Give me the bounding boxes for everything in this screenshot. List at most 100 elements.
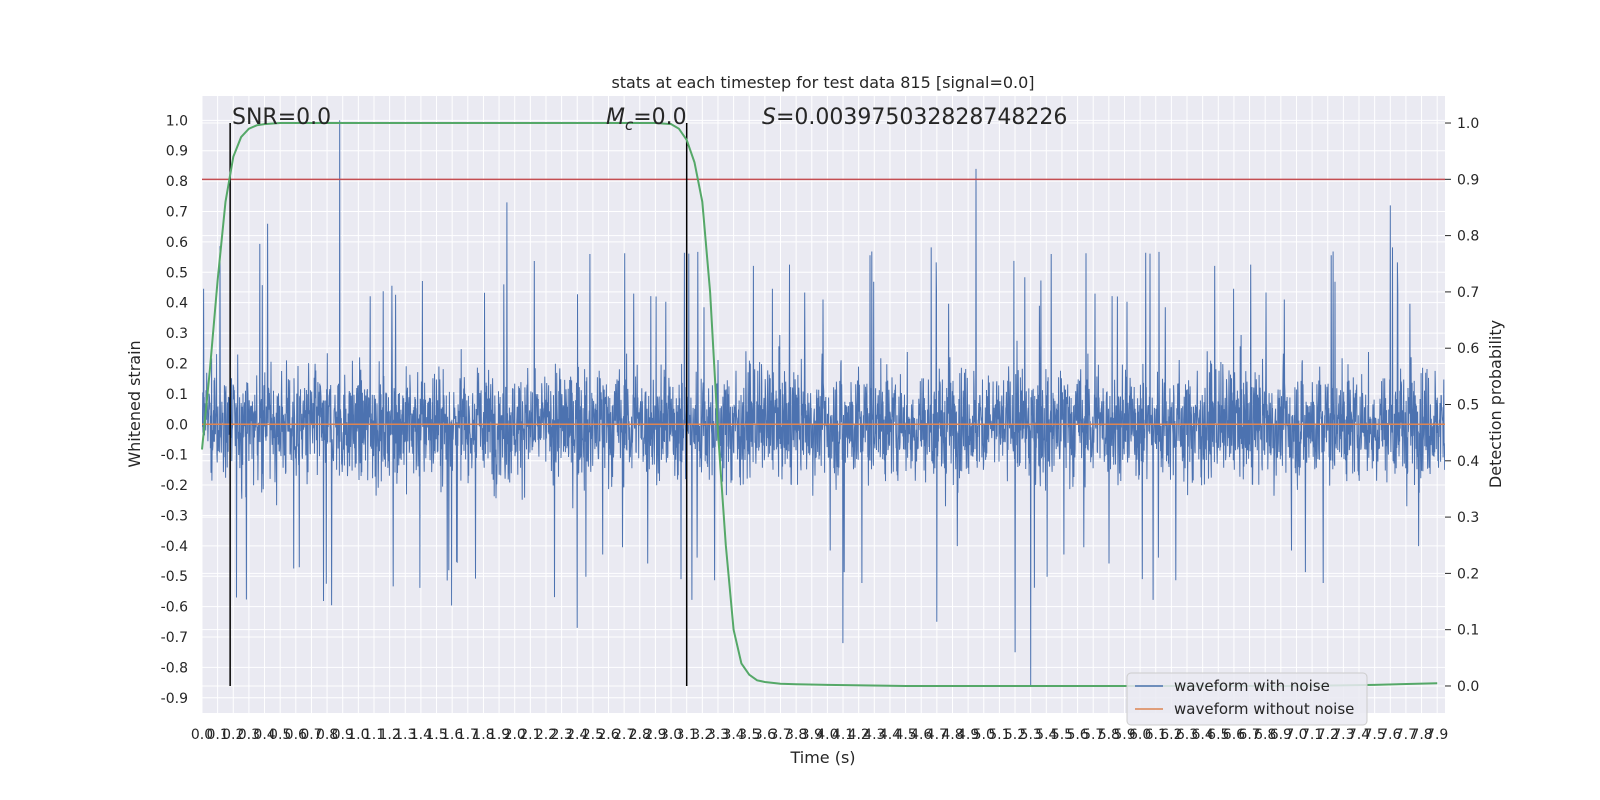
legend: waveform with noise waveform without noi… bbox=[1126, 672, 1368, 726]
y-tick-label: 0.4 bbox=[166, 296, 188, 312]
y2-tick-label: 0.0 bbox=[1457, 679, 1479, 695]
x-tick-label: 7.8 bbox=[1410, 727, 1432, 743]
x-tick-label: 4.4 bbox=[879, 727, 901, 743]
legend-label-noisy: waveform with noise bbox=[1174, 677, 1330, 695]
x-tick-label: 7.5 bbox=[1364, 727, 1386, 743]
x-tick-label: 3.4 bbox=[722, 727, 744, 743]
y-tick-label: -0.5 bbox=[161, 569, 188, 585]
snr-annotation: SNR=0.0 bbox=[232, 105, 331, 130]
y2-axis-ticks: 0.0 0.1 0.2 0.3 0.4 0.5 0.6 0.7 0.8 0.9 1.0 bbox=[1445, 116, 1479, 695]
x-tick-label: 5.2 bbox=[1004, 727, 1026, 743]
x-tick-label: 6.0 bbox=[1129, 727, 1151, 743]
y-tick-label: 0.3 bbox=[166, 326, 188, 342]
x-tick-label: 7.2 bbox=[1317, 727, 1339, 743]
chirp-mass-value: =0.0 bbox=[633, 105, 686, 130]
x-tick-label: 1.8 bbox=[472, 727, 494, 743]
y-tick-label: -0.2 bbox=[161, 478, 188, 494]
y-tick-label: 0.2 bbox=[166, 356, 188, 372]
x-tick-label: 0.9 bbox=[332, 727, 354, 743]
x-tick-label: 6.2 bbox=[1160, 727, 1182, 743]
x-tick-label: 5.6 bbox=[1066, 727, 1088, 743]
y-tick-label: -0.7 bbox=[161, 630, 188, 646]
chirp-mass-annotation: Mc=0.0 bbox=[606, 105, 687, 134]
x-tick-label: 6.9 bbox=[1270, 727, 1292, 743]
chirp-mass-symbol: M bbox=[606, 105, 625, 130]
y-tick-label: 0.9 bbox=[166, 144, 188, 160]
x-tick-label: 2.4 bbox=[566, 727, 588, 743]
x-tick-label: 6.1 bbox=[1145, 727, 1167, 743]
y-axis-ticks: -0.9 -0.8 -0.7 -0.6 -0.5 -0.4 -0.3 -0.2 -0.1 0.0 0… bbox=[161, 113, 188, 706]
y-tick-label: -0.3 bbox=[161, 508, 188, 524]
y2-axis-label: Detection probability bbox=[1486, 320, 1505, 488]
x-tick-label: 4.6 bbox=[910, 727, 932, 743]
x-tick-label: 4.9 bbox=[957, 727, 979, 743]
x-tick-label: 0.7 bbox=[300, 727, 322, 743]
x-tick-label: 2.1 bbox=[519, 727, 541, 743]
s-value: =0.003975032828748226 bbox=[776, 105, 1067, 130]
x-tick-label: 4.5 bbox=[894, 727, 916, 743]
detection-probability-series bbox=[201, 122, 1438, 687]
y2-tick-label: 0.9 bbox=[1457, 172, 1479, 188]
x-tick-label: 3.2 bbox=[691, 727, 713, 743]
s-annotation: S=0.003975032828748226 bbox=[762, 105, 1067, 130]
y-tick-label: 0.6 bbox=[166, 235, 188, 251]
y2-tick-label: 0.6 bbox=[1457, 341, 1479, 357]
x-tick-label: 2.6 bbox=[597, 727, 619, 743]
event-vertical-lines bbox=[229, 123, 688, 686]
x-tick-label: 6.3 bbox=[1176, 727, 1198, 743]
y-tick-label: -0.4 bbox=[161, 539, 188, 555]
x-tick-label: 5.4 bbox=[1035, 727, 1057, 743]
legend-box bbox=[1126, 672, 1368, 726]
x-tick-label: 1.0 bbox=[347, 727, 369, 743]
x-tick-label: 1.5 bbox=[425, 727, 447, 743]
x-tick-label: 7.4 bbox=[1348, 727, 1370, 743]
x-tick-label: 2.3 bbox=[550, 727, 572, 743]
x-tick-label: 0.0 bbox=[191, 727, 213, 743]
x-tick-label: 1.1 bbox=[363, 727, 385, 743]
x-tick-label: 5.9 bbox=[1113, 727, 1135, 743]
x-tick-label: 4.8 bbox=[941, 727, 963, 743]
x-tick-label: 6.7 bbox=[1238, 727, 1260, 743]
x-tick-label: 2.9 bbox=[644, 727, 666, 743]
x-tick-label: 1.3 bbox=[394, 727, 416, 743]
y2-tick-label: 1.0 bbox=[1457, 116, 1479, 132]
y2-tick-label: 0.8 bbox=[1457, 229, 1479, 245]
x-tick-label: 3.5 bbox=[738, 727, 760, 743]
x-tick-label: 5.7 bbox=[1082, 727, 1104, 743]
x-tick-label: 0.6 bbox=[285, 727, 307, 743]
x-tick-label: 7.7 bbox=[1395, 727, 1417, 743]
x-tick-label: 3.3 bbox=[707, 727, 729, 743]
x-tick-label: 3.0 bbox=[660, 727, 682, 743]
detection-probability-path bbox=[201, 122, 1438, 687]
x-tick-label: 2.0 bbox=[504, 727, 526, 743]
x-tick-label: 4.7 bbox=[926, 727, 948, 743]
x-tick-label: 3.7 bbox=[769, 727, 791, 743]
x-tick-label: 4.1 bbox=[832, 727, 854, 743]
chart-title: stats at each timestep for test data 815… bbox=[611, 73, 1034, 92]
x-tick-label: 5.5 bbox=[1051, 727, 1073, 743]
x-tick-label: 0.2 bbox=[222, 727, 244, 743]
x-tick-label: 6.4 bbox=[1192, 727, 1214, 743]
x-tick-label: 4.2 bbox=[848, 727, 870, 743]
x-tick-label: 1.4 bbox=[410, 727, 432, 743]
x-tick-label: 0.8 bbox=[316, 727, 338, 743]
x-tick-label: 4.0 bbox=[816, 727, 838, 743]
x-tick-label: 3.6 bbox=[754, 727, 776, 743]
y2-tick-label: 0.5 bbox=[1457, 398, 1479, 414]
x-axis-ticks: 0.00.10.20.30.40.50.60.70.80.91.01.11.21… bbox=[191, 727, 1448, 743]
y2-tick-label: 0.7 bbox=[1457, 285, 1479, 301]
x-tick-label: 0.4 bbox=[253, 727, 275, 743]
x-tick-label: 1.2 bbox=[378, 727, 400, 743]
x-tick-label: 7.6 bbox=[1379, 727, 1401, 743]
y-tick-label: -0.8 bbox=[161, 660, 188, 676]
x-tick-label: 7.0 bbox=[1285, 727, 1307, 743]
x-tick-label: 7.3 bbox=[1332, 727, 1354, 743]
x-tick-label: 6.5 bbox=[1207, 727, 1229, 743]
x-tick-label: 7.1 bbox=[1301, 727, 1323, 743]
x-tick-label: 0.5 bbox=[269, 727, 291, 743]
chirp-mass-subscript: c bbox=[625, 116, 634, 134]
x-tick-label: 3.1 bbox=[676, 727, 698, 743]
y-tick-label: 0.1 bbox=[166, 387, 188, 403]
x-tick-label: 5.3 bbox=[1020, 727, 1042, 743]
